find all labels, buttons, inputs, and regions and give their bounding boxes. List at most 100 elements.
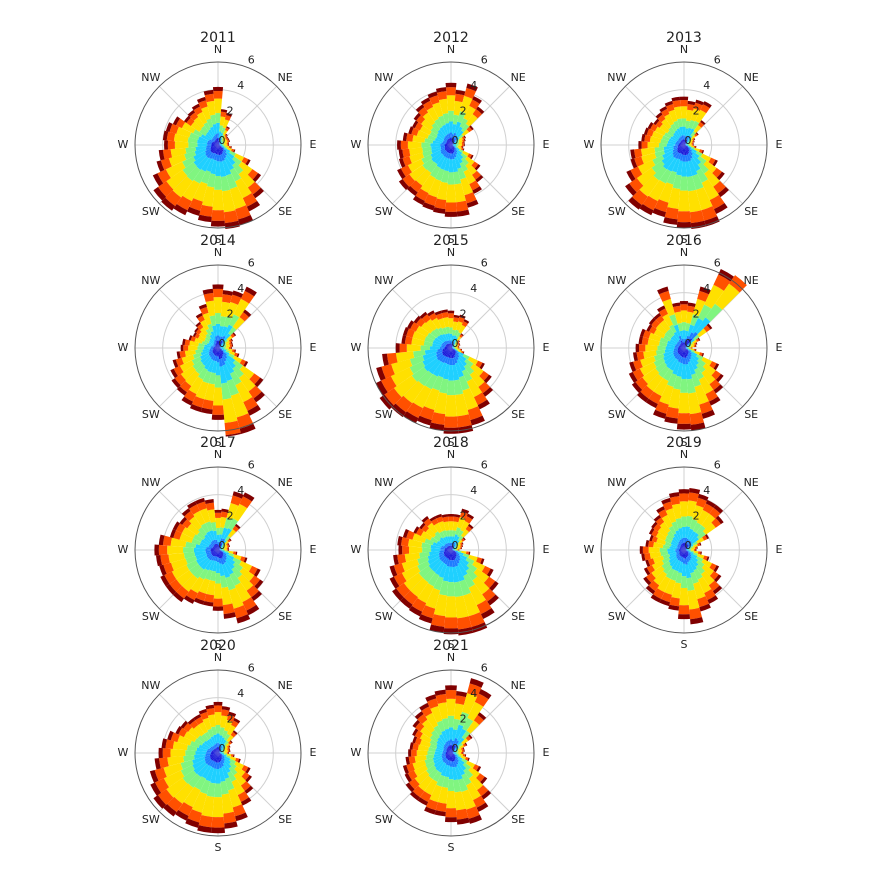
speed-bin	[228, 538, 232, 542]
speed-bin	[436, 132, 445, 140]
speed-bin	[688, 543, 692, 547]
speed-bin	[669, 338, 678, 345]
speed-bin	[218, 753, 223, 758]
speed-bin	[249, 373, 261, 385]
speed-bin	[202, 312, 212, 326]
speed-bin	[452, 143, 454, 145]
speed-bin	[221, 557, 227, 564]
speed-bin	[232, 360, 243, 370]
speed-bin	[443, 749, 447, 752]
speed-bin	[453, 559, 459, 567]
speed-bin	[453, 356, 458, 364]
speed-bin	[189, 720, 199, 729]
speed-bin	[454, 329, 460, 337]
polar-frame	[134, 466, 302, 634]
speed-bin	[224, 157, 234, 171]
speed-bin	[446, 547, 451, 550]
speed-bin	[215, 362, 221, 376]
speed-bin	[644, 552, 651, 561]
speed-bin	[439, 580, 449, 596]
speed-bin	[446, 790, 456, 809]
speed-bin	[699, 542, 702, 546]
speed-bin	[686, 140, 689, 143]
speed-bin	[419, 125, 432, 136]
speed-bin	[461, 350, 464, 354]
speed-bin	[179, 533, 194, 543]
speed-bin	[458, 559, 470, 572]
speed-bin	[214, 145, 218, 154]
speed-bin	[462, 743, 467, 747]
speed-bin	[680, 538, 684, 544]
speed-bin	[640, 356, 656, 368]
speed-bin	[452, 347, 455, 348]
speed-bin	[228, 711, 237, 717]
speed-bin	[686, 355, 691, 363]
speed-bin	[400, 165, 413, 177]
speed-bin	[446, 142, 451, 145]
speed-bin	[643, 127, 650, 136]
speed-bin	[440, 309, 448, 314]
speed-bin	[208, 545, 213, 549]
speed-bin	[666, 170, 677, 185]
speed-bin	[429, 734, 439, 743]
speed-bin	[227, 750, 230, 753]
speed-bin	[481, 565, 491, 576]
speed-bin	[226, 502, 239, 520]
speed-bin	[455, 147, 460, 151]
speed-bin	[222, 397, 238, 423]
speed-bin	[456, 817, 470, 825]
speed-bin	[454, 148, 458, 153]
speed-bin	[460, 348, 463, 351]
speed-bin	[451, 753, 455, 756]
speed-bin	[228, 339, 232, 343]
speed-bin	[451, 550, 457, 555]
speed-bin	[452, 329, 456, 336]
polar-frame	[134, 264, 302, 432]
speed-bin	[211, 139, 215, 143]
speed-bin	[680, 145, 684, 154]
speed-bin	[447, 139, 451, 145]
speed-bin	[437, 318, 446, 329]
speed-bin	[234, 812, 248, 822]
speed-bin	[677, 145, 684, 147]
speed-bin	[445, 543, 449, 547]
speed-bin	[175, 726, 183, 735]
speed-bin	[171, 378, 181, 389]
speed-bin	[682, 154, 686, 162]
speed-bin	[439, 126, 447, 137]
speed-bin	[455, 347, 458, 349]
speed-bin	[239, 312, 249, 322]
speed-bin	[684, 550, 687, 551]
speed-bin	[456, 141, 460, 144]
speed-bin	[226, 335, 233, 342]
speed-bin	[690, 555, 699, 563]
speed-bin	[427, 572, 440, 587]
speed-bin	[433, 753, 443, 758]
speed-bin	[397, 140, 402, 150]
speed-bin	[630, 149, 636, 159]
speed-bin	[180, 365, 196, 381]
radial-tick-label: 6	[248, 54, 255, 67]
speed-bin	[699, 401, 713, 414]
speed-bin	[198, 721, 209, 734]
speed-bin	[467, 701, 484, 722]
speed-bin	[459, 348, 462, 351]
speed-bin	[678, 605, 690, 615]
speed-bin	[228, 549, 230, 551]
speed-bin	[200, 306, 209, 315]
speed-bin	[451, 145, 454, 154]
speed-bin	[681, 322, 687, 331]
speed-bin	[192, 332, 197, 338]
speed-bin	[189, 132, 200, 140]
speed-bin	[444, 544, 448, 548]
speed-bin	[399, 343, 407, 353]
speed-bin	[224, 750, 228, 753]
speed-bin	[674, 130, 681, 138]
speed-bin	[451, 753, 454, 762]
speed-bin	[238, 161, 253, 175]
direction-label: SE	[278, 205, 292, 218]
speed-bin	[438, 733, 447, 744]
speed-bin	[680, 141, 684, 145]
speed-bin	[451, 751, 453, 753]
speed-bin	[225, 127, 230, 132]
